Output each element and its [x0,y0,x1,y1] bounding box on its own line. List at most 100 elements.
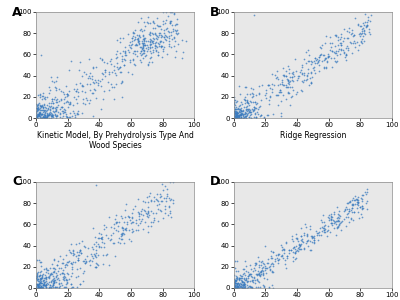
Point [62,94,68,99]
Point [88,251,94,256]
Point [174,21,180,26]
Point [152,32,158,37]
Point [334,43,341,47]
Point [88,76,95,81]
Point [354,200,360,205]
Point [140,44,146,49]
Point [254,285,261,290]
Point [139,28,146,33]
Point [248,85,254,90]
Point [34,106,41,111]
Point [34,272,40,277]
Point [59,104,65,109]
Point [242,272,248,277]
Point [285,81,292,85]
Point [169,201,176,206]
Point [315,233,322,238]
Point [236,278,242,283]
Point [88,245,95,250]
Point [50,269,56,274]
Point [50,284,56,289]
Point [128,35,135,40]
Point [116,65,123,70]
Point [52,112,58,117]
Point [317,233,324,238]
Point [263,95,269,100]
Point [355,23,361,28]
Point [38,96,45,101]
Point [35,278,42,283]
Point [325,54,331,59]
Point [349,27,356,32]
Point [248,116,254,121]
Point [90,87,97,92]
Point [130,207,136,212]
Point [250,92,256,97]
Point [112,219,119,224]
Point [236,285,242,290]
Point [328,217,334,221]
Point [232,109,238,113]
Point [77,81,83,85]
Point [296,246,302,251]
Point [234,115,240,120]
Point [232,107,238,112]
Point [345,45,352,50]
Point [250,99,256,104]
Point [275,261,282,266]
Point [62,265,68,269]
Point [44,107,51,112]
Point [310,237,317,242]
Point [140,28,147,32]
Point [37,278,44,282]
Point [121,63,127,68]
Point [232,97,239,102]
Point [139,38,145,43]
Point [94,262,101,267]
Point [61,274,67,278]
Point [51,94,58,99]
Point [236,284,243,289]
Point [144,49,150,53]
Point [144,61,151,66]
Point [140,226,146,231]
Point [333,33,339,38]
Point [146,21,153,26]
Point [37,276,44,280]
Point [152,42,158,47]
Point [320,223,327,228]
Point [234,113,241,118]
Point [70,109,76,114]
Point [323,65,330,70]
Point [288,248,294,253]
Point [357,40,364,44]
Point [120,225,126,230]
Point [49,105,55,110]
Point [241,112,247,117]
Point [56,99,62,103]
Point [333,219,340,224]
Point [362,20,368,24]
Point [46,285,52,290]
Point [270,285,276,290]
Point [145,230,152,235]
Point [356,24,363,29]
Point [110,231,116,236]
Point [234,284,240,289]
Point [280,65,286,70]
Point [50,274,56,278]
Point [54,262,60,267]
Point [292,249,298,254]
Point [232,280,239,285]
Point [334,204,340,209]
Point [240,284,246,289]
Point [154,219,161,224]
Point [51,96,57,101]
Point [303,50,310,55]
Point [34,258,41,263]
Point [232,281,238,286]
Point [41,116,47,121]
Point [237,116,244,121]
Point [285,84,291,89]
Point [119,215,125,220]
